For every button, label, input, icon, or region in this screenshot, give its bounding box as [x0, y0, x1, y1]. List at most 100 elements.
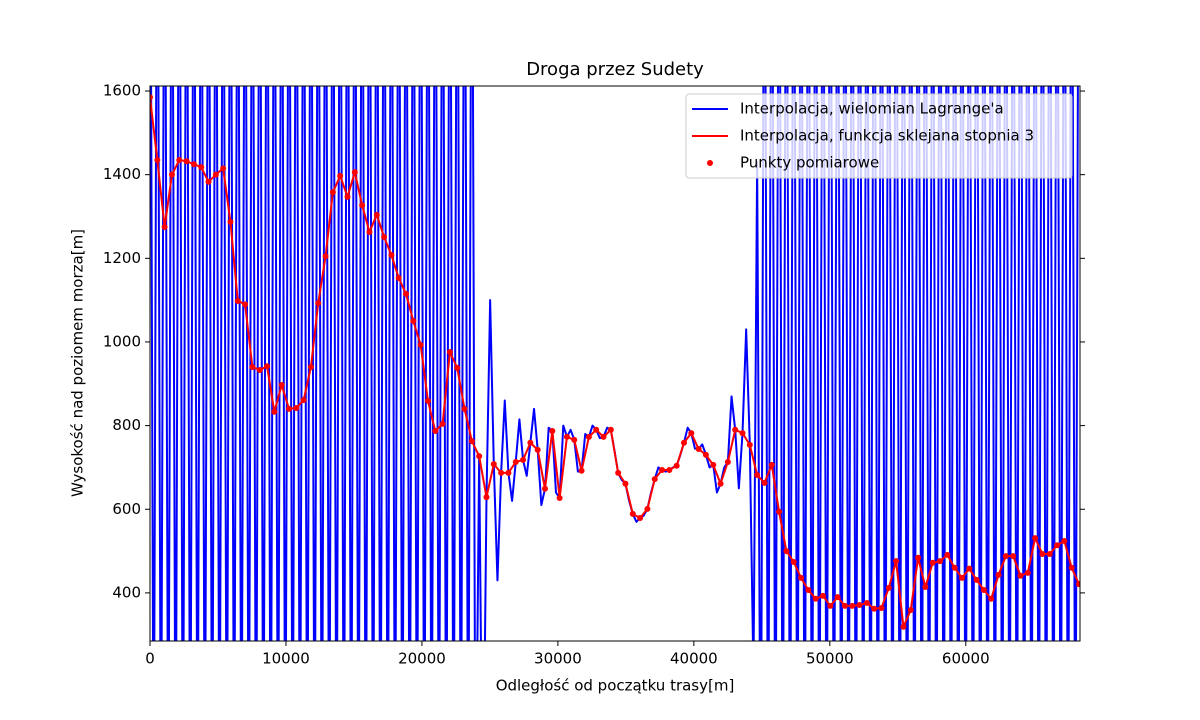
data-point — [600, 433, 607, 440]
x-tick-label: 60000 — [942, 650, 990, 668]
chart-title: Droga przez Sudety — [526, 59, 704, 80]
data-point — [512, 458, 519, 465]
data-point — [351, 169, 358, 176]
data-point — [673, 462, 680, 469]
y-tick-label: 1600 — [103, 82, 141, 100]
data-point — [702, 451, 709, 458]
y-tick-label: 1200 — [103, 249, 141, 267]
data-point — [907, 607, 914, 614]
data-point — [863, 599, 870, 606]
data-point — [856, 602, 863, 609]
data-point — [315, 300, 322, 307]
data-point — [637, 515, 644, 522]
data-point — [1024, 569, 1031, 576]
data-point — [505, 469, 512, 476]
y-tick-label: 800 — [112, 416, 141, 434]
data-point — [461, 405, 468, 412]
data-point — [622, 480, 629, 487]
data-point — [403, 290, 410, 297]
data-point — [995, 571, 1002, 578]
data-point — [542, 485, 549, 492]
data-point — [278, 382, 285, 389]
data-point — [915, 554, 922, 561]
data-point — [615, 469, 622, 476]
legend-label: Punkty pomiarowe — [740, 154, 879, 172]
data-point — [534, 446, 541, 453]
data-point — [761, 479, 768, 486]
data-point — [849, 602, 856, 609]
data-point — [754, 471, 761, 478]
data-point — [154, 157, 161, 164]
y-tick-label: 1000 — [103, 332, 141, 350]
data-point — [790, 558, 797, 565]
data-point — [929, 559, 936, 566]
data-point — [264, 363, 271, 370]
data-point — [805, 586, 812, 593]
data-point — [549, 428, 556, 435]
data-point — [483, 494, 490, 501]
data-point — [190, 161, 197, 168]
data-point — [446, 348, 453, 355]
data-point — [768, 461, 775, 468]
data-point — [205, 178, 212, 185]
x-tick-label: 20000 — [398, 650, 446, 668]
data-point — [212, 171, 219, 178]
data-point — [563, 433, 570, 440]
data-point — [871, 605, 878, 612]
data-point — [242, 301, 249, 308]
data-point — [944, 551, 951, 558]
data-point — [176, 157, 183, 164]
series-line — [150, 97, 1080, 628]
data-point — [344, 193, 351, 200]
data-point — [454, 364, 461, 371]
legend-label: Interpolacja, wielomian Lagrange'a — [740, 100, 1004, 118]
data-point — [783, 548, 790, 555]
data-point — [900, 623, 907, 630]
x-tick-label: 40000 — [670, 650, 718, 668]
data-point — [337, 172, 344, 179]
plot-area — [150, 86, 1080, 641]
data-point — [1017, 572, 1024, 579]
data-point — [476, 453, 483, 460]
data-point — [841, 602, 848, 609]
legend-marker — [707, 160, 713, 166]
data-point — [293, 405, 300, 412]
data-point — [439, 420, 446, 427]
data-point — [776, 508, 783, 515]
data-point — [819, 592, 826, 599]
data-point — [1039, 551, 1046, 558]
data-point — [578, 467, 585, 474]
data-point — [388, 251, 395, 258]
data-point — [285, 405, 292, 412]
data-point — [198, 164, 205, 171]
data-point — [227, 218, 234, 225]
data-point — [607, 426, 614, 433]
legend-label: Interpolacja, funkcja sklejana stopnia 3 — [740, 127, 1034, 145]
data-point — [739, 430, 746, 437]
data-point — [322, 253, 329, 260]
data-point — [717, 480, 724, 487]
data-point — [798, 574, 805, 581]
data-point — [150, 94, 153, 101]
data-point — [300, 397, 307, 404]
data-point — [234, 297, 241, 304]
x-tick-label: 0 — [145, 650, 155, 668]
data-point — [527, 439, 534, 446]
data-point — [520, 456, 527, 463]
data-point — [424, 397, 431, 404]
data-point — [951, 564, 958, 571]
y-tick-label: 400 — [112, 583, 141, 601]
data-point — [688, 430, 695, 437]
x-tick-label: 30000 — [534, 650, 582, 668]
data-point — [1002, 553, 1009, 560]
data-point — [1046, 551, 1053, 558]
data-point — [958, 574, 965, 581]
data-point — [1010, 553, 1017, 560]
y-tick-label: 1400 — [103, 165, 141, 183]
data-point — [183, 158, 190, 165]
data-point — [329, 189, 336, 196]
data-point — [659, 466, 666, 473]
legend-frame — [685, 93, 1073, 179]
data-point — [885, 584, 892, 591]
data-point — [666, 466, 673, 473]
